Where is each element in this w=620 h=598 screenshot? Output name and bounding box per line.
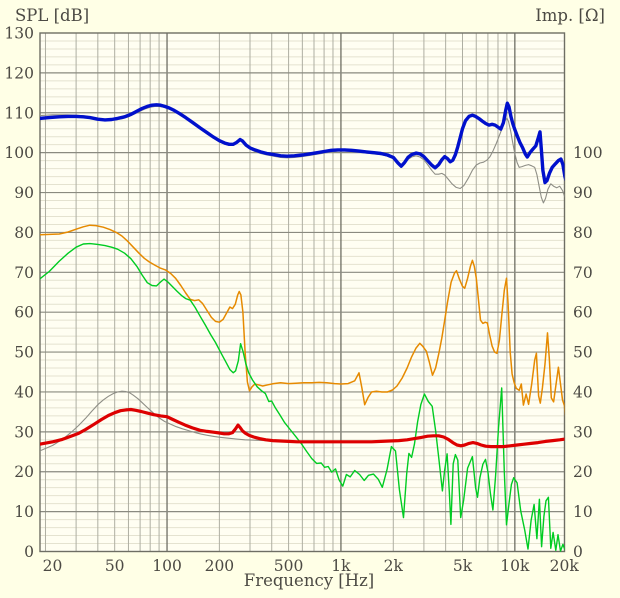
series-spl-main — [40, 101, 565, 185]
series-impedance-main — [40, 407, 565, 449]
right-axis-title: Imp. [Ω] — [535, 6, 605, 25]
y-left-tick-label: 60 — [14, 304, 34, 322]
x-tick-label: 20k — [550, 557, 580, 575]
left-axis-title: SPL [dB] — [15, 6, 89, 25]
x-tick-label: 5k — [453, 557, 473, 575]
y-right-tick-label: 40 — [573, 383, 593, 401]
y-left-tick-label: 100 — [4, 144, 34, 162]
y-left-tick-label: 30 — [14, 423, 34, 441]
y-right-tick-label: 0 — [573, 543, 583, 561]
y-left-tick-label: 10 — [14, 503, 34, 521]
y-left-tick-label: 80 — [14, 224, 34, 242]
y-right-tick-label: 30 — [573, 423, 593, 441]
x-tick-label: 1k — [331, 557, 351, 575]
y-left-tick-label: 90 — [14, 184, 34, 202]
x-tick-label: 50 — [105, 557, 125, 575]
x-tick-label: 10k — [500, 557, 530, 575]
series-impedance-thin-reference — [40, 390, 275, 452]
measurement-curves — [40, 101, 565, 552]
y-right-tick-label: 100 — [573, 144, 603, 162]
x-tick-label: 20 — [43, 557, 63, 575]
y-right-tick-label: 70 — [573, 264, 593, 282]
series-distortion-orange — [40, 224, 565, 417]
series-distortion-green — [40, 242, 565, 552]
x-axis-tick-labels: 20 50 100 200 500 1k 2k 5k 10k 20k — [43, 557, 580, 575]
y-left-tick-label: 50 — [14, 344, 34, 362]
y-right-tick-label: 60 — [573, 304, 593, 322]
y-left-tick-label: 70 — [14, 264, 34, 282]
y-left-tick-label: 20 — [14, 463, 34, 481]
x-tick-label: 100 — [152, 557, 182, 575]
y-left-tick-label: 120 — [4, 64, 34, 82]
y-right-tick-label: 90 — [573, 184, 593, 202]
plot-border — [39, 32, 566, 553]
y-left-tick-label: 40 — [14, 383, 34, 401]
y-left-tick-label: 0 — [24, 543, 34, 561]
y-left-tick-label: 110 — [4, 104, 34, 122]
x-tick-label: 500 — [274, 557, 304, 575]
x-tick-label: 2k — [384, 557, 404, 575]
y-right-tick-label: 20 — [573, 463, 593, 481]
y-right-tick-label: 50 — [573, 344, 593, 362]
y-right-tick-label: 80 — [573, 224, 593, 242]
y-right-tick-label: 10 — [573, 503, 593, 521]
y-left-tick-label: 130 — [4, 25, 34, 43]
x-axis-title: Frequency [Hz] — [244, 571, 374, 590]
x-tick-label: 200 — [205, 557, 235, 575]
